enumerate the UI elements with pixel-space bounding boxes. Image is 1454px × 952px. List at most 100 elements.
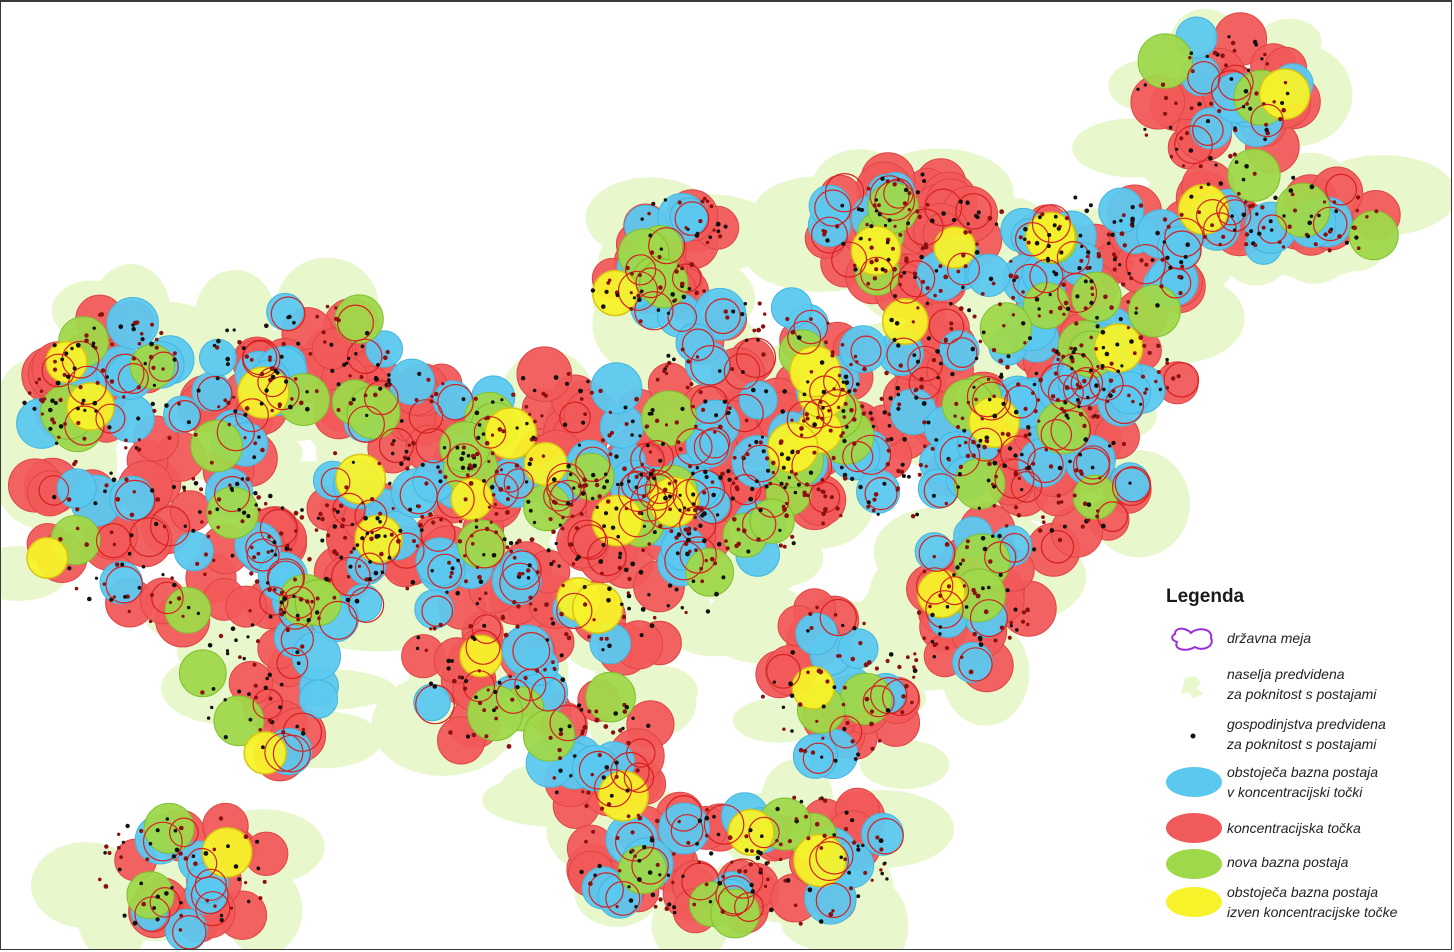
household-dot — [240, 519, 245, 524]
household-dot — [980, 292, 985, 296]
concentration-outline-ring — [733, 891, 764, 922]
household-dot — [1069, 346, 1073, 351]
household-dot — [1307, 220, 1312, 226]
household-dot — [1112, 252, 1116, 257]
household-dot — [1077, 405, 1081, 409]
household-dot — [718, 234, 723, 239]
household-dot — [623, 405, 628, 410]
household-dot — [370, 497, 375, 502]
household-dot — [225, 649, 230, 653]
household-dot — [200, 520, 204, 524]
household-dot — [1202, 234, 1208, 239]
household-dot — [268, 614, 273, 619]
household-dot — [922, 569, 927, 574]
household-dot — [894, 321, 900, 326]
household-dot — [840, 203, 845, 208]
concentration-point-circle-icon — [1166, 813, 1222, 843]
household-dot — [466, 453, 471, 458]
household-dot — [259, 371, 265, 377]
household-dot — [343, 535, 348, 540]
household-dot — [306, 617, 311, 623]
household-dot — [566, 463, 571, 469]
household-dot — [869, 224, 874, 229]
concentration-outline-ring — [142, 821, 183, 862]
household-dot — [638, 319, 643, 324]
household-dot — [987, 585, 991, 590]
household-dot — [914, 395, 919, 400]
household-dot — [661, 442, 665, 446]
household-dot — [821, 736, 825, 740]
household-dot — [91, 344, 95, 348]
household-dot — [972, 590, 977, 596]
household-dot — [824, 340, 828, 345]
household-dot — [258, 896, 263, 901]
concentration-outline-ring — [850, 335, 882, 367]
household-dot — [326, 533, 331, 538]
household-dot — [339, 555, 344, 560]
household-dot — [974, 356, 979, 361]
household-dot — [872, 203, 877, 208]
household-dot — [587, 709, 592, 714]
household-dot — [351, 460, 355, 464]
household-dot — [467, 463, 472, 468]
household-dot — [377, 461, 382, 466]
concentration-outline-ring — [971, 381, 1011, 421]
household-dot — [692, 902, 697, 907]
household-dot — [673, 910, 677, 915]
household-dot — [978, 642, 984, 647]
household-dot — [649, 837, 655, 843]
household-dot — [526, 576, 531, 580]
concentration-outline-ring — [1162, 230, 1202, 271]
concentration-outline-ring — [194, 868, 227, 901]
household-dot — [1109, 361, 1114, 366]
household-dot — [887, 424, 892, 428]
household-dot — [663, 495, 668, 501]
household-dot — [1344, 240, 1349, 245]
household-dot — [910, 700, 914, 705]
household-dot — [1106, 232, 1111, 237]
household-dot — [929, 218, 935, 224]
household-dot — [841, 702, 846, 707]
concentration-outline-ring — [644, 474, 675, 505]
household-dot — [686, 840, 691, 845]
outside-station-circle — [450, 477, 494, 521]
household-dot — [885, 658, 890, 664]
household-dot — [827, 408, 831, 413]
household-dot — [367, 577, 372, 582]
household-dot — [475, 601, 480, 606]
concentration-outline-ring — [829, 715, 863, 749]
household-dot — [1011, 313, 1016, 317]
household-dot — [316, 516, 320, 520]
household-dot — [205, 898, 210, 903]
household-dot — [335, 509, 340, 514]
household-dot — [91, 341, 96, 346]
household-dot — [997, 533, 1002, 539]
household-dot — [922, 420, 927, 425]
household-dot — [736, 527, 741, 532]
existing-station-circle — [658, 802, 710, 855]
household-dot — [1002, 324, 1006, 328]
household-dot — [493, 502, 497, 506]
household-dot — [1046, 243, 1051, 249]
household-dot — [235, 481, 240, 487]
household-dot — [1165, 361, 1170, 365]
household-dot — [182, 485, 187, 490]
concentration-outline-ring — [815, 836, 854, 875]
household-dot — [1165, 385, 1170, 390]
household-dot — [688, 464, 693, 469]
household-dot — [520, 376, 526, 381]
household-dot — [595, 505, 599, 509]
household-dot — [168, 600, 173, 605]
household-dot — [1165, 255, 1170, 260]
existing-station-circle — [164, 908, 208, 949]
household-dot — [787, 839, 793, 844]
household-dot — [1232, 228, 1237, 232]
household-dot — [624, 705, 629, 710]
household-dot — [398, 528, 403, 533]
household-dot — [280, 506, 285, 510]
household-dot — [137, 438, 142, 442]
household-dot — [477, 669, 481, 673]
household-dot — [1104, 351, 1110, 357]
household-dot — [174, 847, 180, 853]
household-dot — [672, 852, 676, 856]
